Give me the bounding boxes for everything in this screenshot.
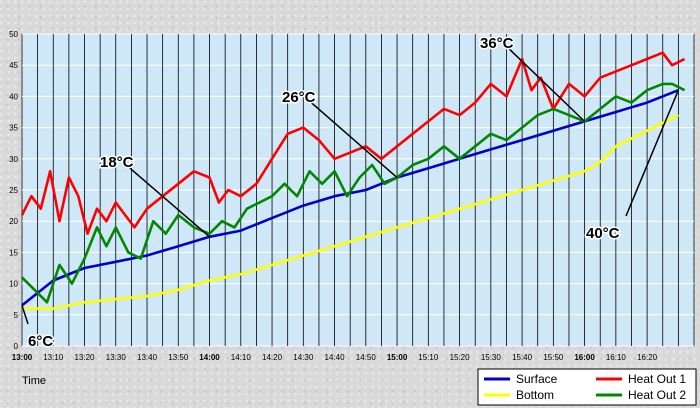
x-tick-label: 15:30	[481, 353, 502, 362]
legend-label: Surface	[516, 372, 558, 386]
y-tick-label: 15	[9, 248, 18, 257]
y-tick-label: 50	[9, 30, 18, 39]
y-tick-label: 10	[9, 280, 18, 289]
series-line-bottom	[22, 113, 679, 310]
y-tick-label: 35	[9, 124, 18, 133]
x-tick-label: 15:50	[543, 353, 564, 362]
legend: Surface Heat Out 1 Bottom Heat Out 2	[477, 368, 697, 406]
annotation-label: 36°C	[480, 35, 514, 52]
legend-label: Bottom	[516, 388, 554, 402]
x-tick-label: 14:30	[293, 353, 314, 362]
series-line-heat-out-2	[21, 82, 686, 304]
annotation-leader	[21, 305, 29, 325]
y-tick-label: 40	[9, 92, 18, 101]
x-tick-label: 16:00	[574, 353, 595, 362]
x-axis: 13:00 13:10 13:20 13:30 13:40 13:50 14:00 14:10…	[12, 353, 658, 362]
annotation-label: 40°C	[586, 225, 620, 242]
series-lines	[20, 51, 686, 310]
y-tick-label: 25	[9, 186, 18, 195]
annotation-leader	[123, 162, 211, 238]
annotation-label: 6°C	[28, 333, 53, 350]
x-tick-label: 13:10	[43, 353, 64, 362]
x-tick-label: 14:00	[199, 353, 220, 362]
x-tick-label: 13:40	[137, 353, 158, 362]
y-tick-label: 45	[9, 61, 18, 70]
x-tick-label: 13:50	[168, 353, 189, 362]
y-tick-label: 30	[9, 155, 18, 164]
x-tick-label: 15:10	[418, 353, 439, 362]
annotation-leader	[503, 43, 586, 122]
legend-label: Heat Out 2	[628, 388, 686, 402]
x-tick-label: 16:20	[637, 353, 658, 362]
x-axis-label: Time	[22, 375, 46, 387]
x-tick-label: 15:20	[450, 353, 471, 362]
annotation-leader	[625, 89, 680, 217]
x-tick-label: 16:10	[606, 353, 627, 362]
legend-label: Heat Out 1	[628, 372, 686, 386]
x-tick-label: 14:20	[262, 353, 283, 362]
x-tick-label: 13:30	[106, 353, 127, 362]
y-tick-label: 0	[14, 342, 19, 351]
x-tick-label: 14:10	[231, 353, 252, 362]
legend-box	[477, 368, 697, 406]
annotation-label: 18°C	[100, 154, 134, 171]
x-tick-label: 15:40	[512, 353, 533, 362]
y-tick-label: 5	[14, 311, 19, 320]
annotation-leader	[305, 97, 398, 179]
x-tick-label: 14:50	[356, 353, 377, 362]
annotation-label: 26°C	[282, 89, 316, 106]
y-axis: 0 5 10 15 20 25 30 35 40 45 50	[9, 30, 18, 351]
annotations: 6°C 18°C 26°C 36°C 40°C	[21, 34, 680, 352]
series-line-heat-out-1	[20, 51, 686, 235]
x-tick-label: 13:20	[74, 353, 95, 362]
y-tick-label: 20	[9, 217, 18, 226]
x-tick-label: 14:40	[325, 353, 346, 362]
x-tick-label: 13:00	[12, 353, 33, 362]
grid	[22, 33, 694, 347]
x-tick-label: 15:00	[387, 353, 408, 362]
